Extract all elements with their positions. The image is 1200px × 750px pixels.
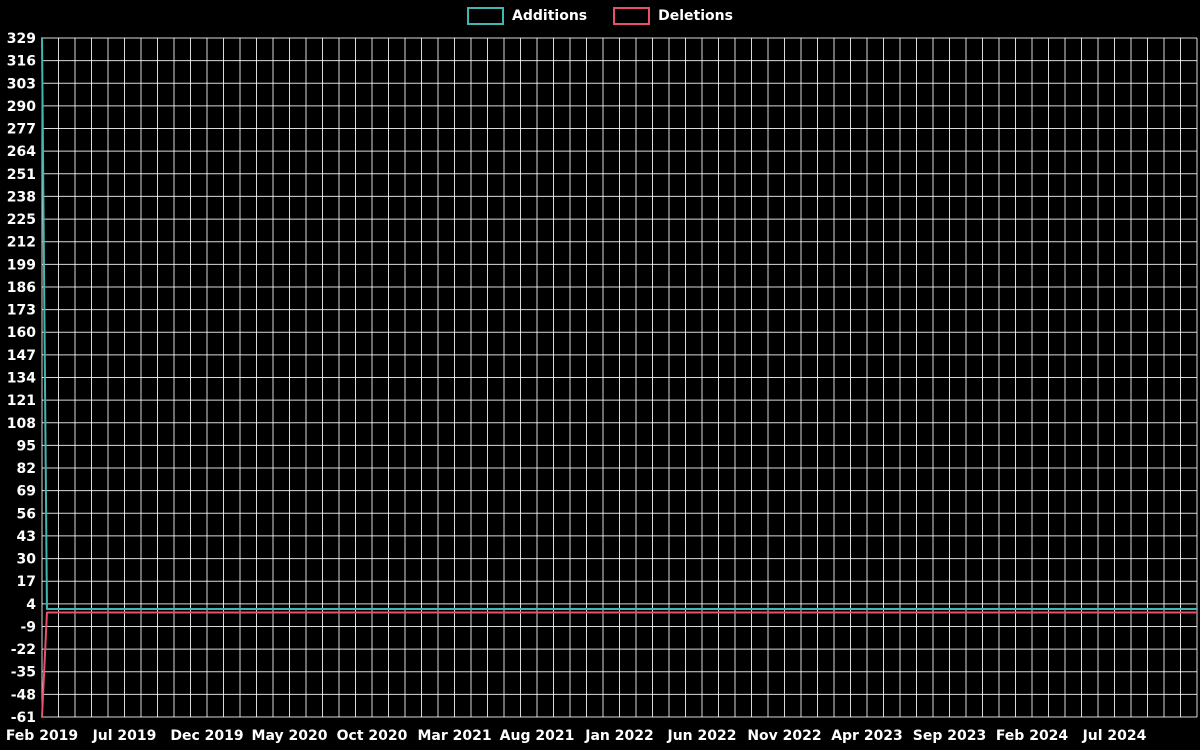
svg-text:Feb 2019: Feb 2019	[6, 728, 78, 744]
svg-text:238: 238	[7, 189, 36, 205]
y-axis-tick-labels: 329 316 303 290 277 264 251 238 225 212 199 186 173 1…	[7, 31, 36, 726]
svg-text:225: 225	[7, 212, 36, 228]
svg-text:134: 134	[7, 371, 36, 387]
svg-text:290: 290	[7, 99, 36, 115]
svg-text:-48: -48	[11, 687, 36, 703]
svg-text:147: 147	[7, 348, 36, 364]
svg-text:316: 316	[7, 54, 36, 70]
legend-item-deletions[interactable]: Deletions	[613, 7, 733, 25]
series-line-additions	[41, 37, 1198, 611]
series-line-deletions	[41, 611, 1198, 718]
svg-text:Nov 2022: Nov 2022	[747, 728, 821, 744]
svg-text:Oct 2020: Oct 2020	[337, 728, 408, 744]
svg-text:Dec 2019: Dec 2019	[170, 728, 243, 744]
additions-swatch-icon	[467, 7, 505, 25]
svg-text:Feb 2024: Feb 2024	[996, 728, 1069, 744]
svg-text:-61: -61	[11, 710, 36, 726]
svg-text:4: 4	[26, 597, 36, 613]
legend-label-deletions: Deletions	[658, 8, 733, 24]
svg-text:186: 186	[7, 280, 36, 296]
svg-text:264: 264	[7, 144, 36, 160]
svg-text:95: 95	[17, 438, 36, 454]
chart-legend: Additions Deletions	[0, 7, 1200, 25]
svg-text:Jul 2024: Jul 2024	[1082, 728, 1147, 744]
svg-text:108: 108	[7, 416, 36, 432]
svg-text:17: 17	[17, 574, 36, 590]
svg-text:Mar 2021: Mar 2021	[417, 728, 491, 744]
svg-text:Jan 2022: Jan 2022	[584, 728, 653, 744]
x-axis-tick-labels: Feb 2019 Jul 2019 Dec 2019 May 2020 Oct 2020…	[6, 728, 1147, 744]
svg-text:-22: -22	[11, 642, 36, 658]
svg-text:Apr 2023: Apr 2023	[831, 728, 903, 744]
svg-text:173: 173	[7, 303, 36, 319]
legend-item-additions[interactable]: Additions	[467, 7, 587, 25]
grid-lines	[41, 37, 1198, 718]
svg-text:199: 199	[7, 257, 36, 273]
svg-text:160: 160	[7, 325, 36, 341]
svg-text:82: 82	[17, 461, 36, 477]
svg-text:212: 212	[7, 235, 36, 251]
svg-text:56: 56	[17, 506, 36, 522]
svg-text:Aug 2021: Aug 2021	[500, 728, 575, 744]
legend-label-additions: Additions	[512, 8, 588, 24]
svg-text:69: 69	[17, 484, 36, 500]
svg-text:-35: -35	[11, 665, 36, 681]
svg-text:251: 251	[7, 167, 36, 183]
svg-text:Jul 2019: Jul 2019	[92, 728, 157, 744]
svg-text:303: 303	[7, 76, 36, 92]
svg-text:Sep 2023: Sep 2023	[913, 728, 986, 744]
deletions-swatch-icon	[613, 7, 651, 25]
svg-text:-9: -9	[20, 619, 36, 635]
svg-text:May 2020: May 2020	[252, 728, 328, 744]
svg-text:121: 121	[7, 393, 36, 409]
svg-text:277: 277	[7, 122, 36, 138]
svg-text:329: 329	[7, 31, 36, 47]
svg-text:Jun 2022: Jun 2022	[667, 728, 737, 744]
svg-text:43: 43	[17, 529, 36, 545]
svg-text:30: 30	[17, 552, 37, 568]
